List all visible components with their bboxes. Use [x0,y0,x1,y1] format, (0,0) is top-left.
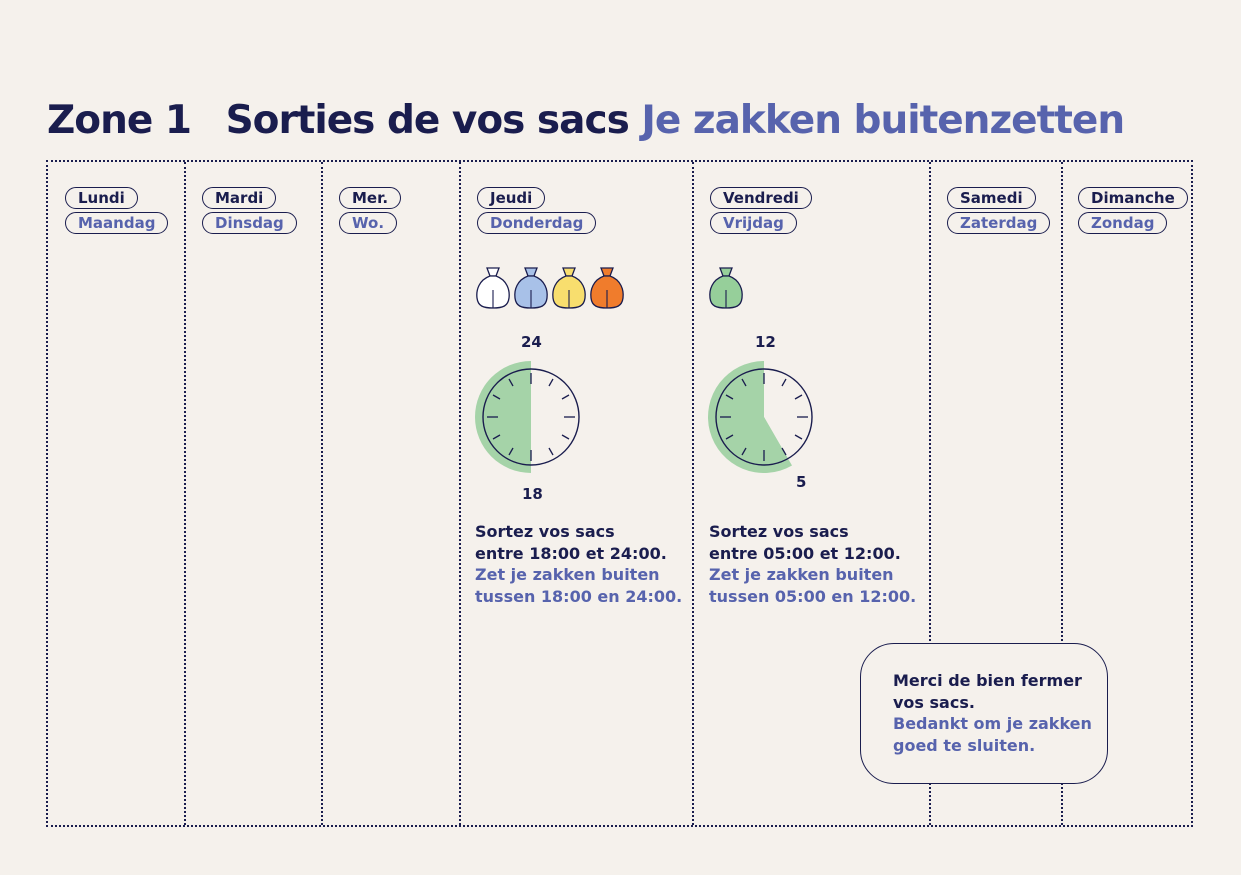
instruction-nl-line2: tussen 18:00 en 24:00. [475,586,683,606]
day-label-nl: Zaterdag [947,212,1051,234]
friday-clock-icon [708,361,813,473]
thursday-clock-icon [475,361,580,473]
day-label-fr: Jeudi [477,187,546,209]
day-column-saturday: Samedi Zaterdag [929,162,1062,825]
white-bag-icon [476,267,510,309]
clock-ticks [487,373,575,461]
day-label-nl: Zondag [1078,212,1168,234]
day-label-fr: Vendredi [710,187,812,209]
green-bag-icon [709,267,743,309]
title-nl: Je zakken buitenzetten [641,98,1125,143]
instruction-nl-line1: Zet je zakken buiten [475,565,660,584]
clock-start-label: 5 [796,473,807,491]
friday-instructions: Sortez vos sacs entre 05:00 et 12:00. Ze… [709,521,916,607]
clock-end-label: 24 [521,333,542,351]
zone-label: Zone 1 [47,98,192,143]
note-nl: Bedankt om je zakken goed te sluiten. [893,714,1092,755]
friday-bags [708,264,744,310]
note-fr: Merci de bien fermer vos sacs. [893,671,1082,712]
instruction-fr-line2: entre 05:00 et 12:00. [709,543,901,563]
yellow-bag-icon [552,267,586,309]
blue-bag-icon [514,267,548,309]
instruction-fr-line1: Sortez vos sacs [475,522,615,541]
day-label-nl: Vrijdag [710,212,797,234]
weekly-schedule-grid: Lundi Maandag Mardi Dinsdag Mer. Wo. Jeu… [46,160,1193,827]
day-label-fr: Mer. [339,187,402,209]
thursday-instructions: Sortez vos sacs entre 18:00 et 24:00. Ze… [475,521,682,607]
day-column-monday: Lundi Maandag [48,162,185,825]
day-label-fr: Samedi [947,187,1036,209]
day-label-nl: Maandag [65,212,169,234]
day-column-sunday: Dimanche Zondag [1061,162,1193,825]
clock-ticks [720,373,808,461]
day-column-tuesday: Mardi Dinsdag [184,162,322,825]
day-label-fr: Mardi [202,187,277,209]
instruction-fr-line2: entre 18:00 et 24:00. [475,543,667,563]
day-column-thursday: Jeudi Donderdag [459,162,693,825]
instruction-fr-line1: Sortez vos sacs [709,522,849,541]
orange-bag-icon [590,267,624,309]
day-column-friday: Vendredi Vrijdag [692,162,930,825]
day-label-fr: Lundi [65,187,138,209]
thursday-bags [475,264,625,310]
instruction-nl-line2: tussen 05:00 en 12:00. [709,586,917,606]
day-label-nl: Wo. [339,212,398,234]
clock-start-label: 18 [522,485,543,503]
instruction-nl-line1: Zet je zakken buiten [709,565,894,584]
page-title: Zone 1 Sorties de vos sacs Je zakken bui… [47,98,1125,143]
day-label-fr: Dimanche [1078,187,1188,209]
clock-end-label: 12 [755,333,776,351]
close-bags-note: Merci de bien fermer vos sacs. Bedankt o… [860,643,1108,784]
day-label-nl: Donderdag [477,212,597,234]
day-label-nl: Dinsdag [202,212,297,234]
day-column-wednesday: Mer. Wo. [321,162,460,825]
title-fr: Sorties de vos sacs [225,98,630,143]
